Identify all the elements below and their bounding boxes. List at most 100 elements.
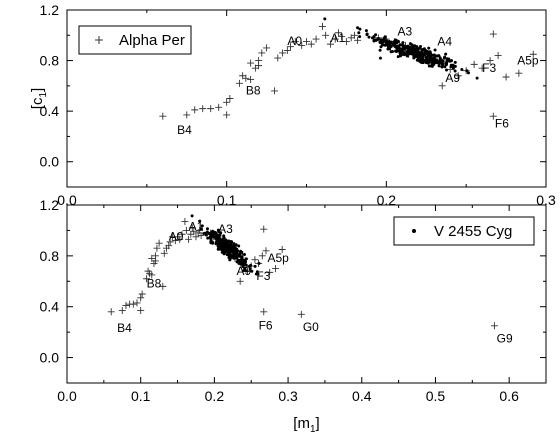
data-point-plus — [291, 38, 299, 46]
data-point-plus — [255, 57, 263, 65]
data-point-dot — [198, 219, 202, 223]
data-point-plus — [258, 252, 266, 260]
data-point-plus — [215, 103, 223, 111]
point-annotation: B8 — [147, 277, 162, 291]
data-point-dot — [396, 55, 400, 59]
y-tick-label: 1.2 — [40, 197, 60, 213]
data-point-plus — [242, 74, 250, 82]
x-tick-label: 0.3 — [536, 192, 556, 208]
data-point-dot — [410, 52, 414, 56]
data-point-plus — [489, 30, 497, 38]
data-point-plus — [334, 29, 342, 37]
data-point-dot — [427, 46, 431, 50]
data-point-dot — [323, 17, 327, 21]
point-annotation: A0 — [287, 34, 302, 48]
data-point-plus — [247, 76, 255, 84]
point-annotation: B8 — [246, 84, 261, 98]
point-annotation: A1 — [189, 219, 204, 233]
data-point-plus — [181, 218, 189, 226]
data-point-plus — [178, 230, 186, 238]
y-axis-label: [c1] — [29, 88, 49, 109]
data-point-plus — [490, 322, 498, 330]
legend-box — [393, 216, 535, 246]
x-tick-label: 0.3 — [278, 388, 298, 404]
legend-marker — [412, 229, 416, 233]
data-point-dot — [444, 62, 448, 66]
data-point-dot — [212, 235, 216, 239]
data-point-dot — [435, 54, 439, 58]
data-point-dot — [253, 264, 257, 268]
data-point-plus — [159, 282, 167, 290]
data-point-plus — [176, 235, 184, 243]
data-point-dot — [250, 269, 254, 273]
data-point-plus — [137, 294, 145, 302]
data-point-dot — [453, 69, 457, 73]
data-point-plus — [148, 254, 156, 262]
data-point-dot — [219, 231, 223, 235]
top-panel: 0.0 0.1 0.2 0.3 0.0 0.4 0.8 1.2 [c1] A0 A1 A3 A4 A5p F… — [29, 2, 556, 208]
data-point-dot — [439, 58, 443, 62]
plot-frame — [66, 204, 547, 384]
point-annotation: A5p — [267, 251, 289, 265]
data-point-dot — [379, 41, 383, 45]
data-point-plus — [155, 239, 163, 247]
point-annotation: B4 — [117, 321, 132, 335]
data-point-dot — [249, 263, 253, 267]
data-point-plus — [350, 31, 358, 39]
data-point-plus — [107, 308, 115, 316]
data-point-dot — [356, 26, 360, 30]
data-point-plus — [236, 277, 244, 285]
data-point-dot — [419, 45, 423, 49]
data-point-dot — [405, 54, 409, 58]
x-tick-label: 0.1 — [217, 192, 237, 208]
data-point-dot — [451, 66, 455, 70]
data-point-plus — [129, 300, 137, 308]
point-annotation: G9 — [497, 331, 513, 345]
data-point-dot — [445, 68, 449, 72]
data-point-dot — [448, 59, 452, 63]
data-point-dot — [223, 244, 227, 248]
data-point-plus — [260, 308, 268, 316]
data-point-dot — [395, 40, 399, 44]
data-point-plus — [502, 73, 510, 81]
data-point-dot — [365, 32, 369, 36]
x-tick-label: 0.2 — [377, 192, 397, 208]
legend-label: V 2455 Cyg — [434, 223, 512, 240]
data-point-plus — [165, 242, 173, 250]
data-point-plus — [303, 38, 310, 46]
data-point-dot — [451, 64, 455, 68]
data-point-dot — [234, 256, 238, 260]
data-point-plus — [297, 310, 305, 318]
data-point-dot — [437, 61, 441, 65]
data-point-dot — [444, 52, 448, 56]
data-point-dot — [237, 244, 241, 248]
data-point-dot — [221, 240, 225, 244]
y-tick-label: 0.4 — [40, 103, 60, 119]
data-point-dot — [416, 55, 420, 59]
data-point-plus — [185, 235, 193, 243]
data-point-plus — [226, 95, 234, 102]
data-point-dot — [211, 230, 215, 234]
data-point-dot — [386, 41, 390, 45]
data-point-plus — [263, 44, 271, 52]
data-point-dot — [234, 243, 238, 247]
data-point-dot — [425, 51, 429, 55]
data-point-dot — [232, 249, 236, 253]
data-point-plus — [454, 72, 462, 80]
data-point-dot — [244, 260, 248, 264]
data-point-plus — [183, 111, 191, 119]
x-tick-label: 0.6 — [499, 388, 519, 404]
data-point-dot — [453, 60, 457, 64]
data-point-dot — [242, 252, 246, 256]
data-point-plus — [191, 106, 199, 114]
data-point-plus — [279, 49, 287, 57]
data-point-plus — [171, 237, 179, 245]
data-point-dot — [428, 54, 432, 58]
data-point-dot — [430, 57, 434, 61]
data-point-dot — [233, 252, 237, 256]
data-point-dot — [239, 250, 243, 254]
point-annotation: A4 — [437, 34, 452, 48]
data-point-plus — [133, 299, 141, 307]
x-tick-label: 0.2 — [205, 388, 225, 404]
